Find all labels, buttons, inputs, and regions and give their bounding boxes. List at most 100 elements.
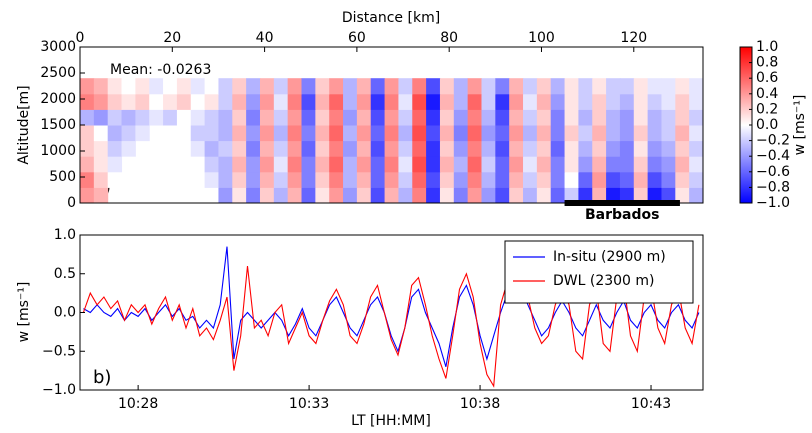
- heatmap-cell: [273, 187, 289, 204]
- heatmap-cell: [232, 187, 247, 204]
- heatmap-cell: [550, 156, 566, 173]
- heatmap-cell: [315, 93, 330, 110]
- heatmap-cell: [259, 171, 275, 188]
- heatmap-cell: [619, 171, 635, 188]
- x-axis-label: LT [HH:MM]: [351, 413, 431, 429]
- heatmap-cell: [481, 140, 496, 157]
- x-tick-label: 60: [348, 30, 366, 46]
- x-tick-label: 120: [620, 30, 647, 46]
- heatmap-cell: [398, 171, 413, 188]
- heatmap-cell: [439, 125, 455, 142]
- heatmap-cell: [536, 78, 552, 95]
- heatmap-cell: [190, 140, 206, 157]
- colorbar-tick-label: 1.0: [756, 39, 778, 55]
- heatmap-cell: [661, 93, 676, 110]
- heatmap-cell: [523, 93, 538, 110]
- heatmap-cell: [412, 93, 427, 110]
- heatmap-cell: [301, 140, 316, 157]
- heatmap-cell: [619, 78, 635, 95]
- heatmap-cell: [439, 140, 455, 157]
- heatmap-cell: [93, 171, 109, 188]
- heatmap-cell: [495, 171, 510, 188]
- heatmap-cell: [453, 171, 469, 188]
- heatmap-cell: [259, 156, 275, 173]
- heatmap-cell: [107, 140, 123, 157]
- heatmap-cell: [564, 156, 579, 173]
- heatmap-cell: [93, 78, 109, 95]
- heatmap-cell: [176, 78, 192, 95]
- heatmap-cell: [107, 93, 123, 110]
- heatmap-cell: [315, 78, 330, 95]
- heatmap-cell: [356, 171, 372, 188]
- heatmap-cell: [218, 156, 233, 173]
- legend-label: DWL (2300 m): [553, 273, 655, 289]
- heatmap-cell: [578, 140, 593, 157]
- heatmap-cell: [606, 140, 621, 157]
- heatmap-cell: [287, 93, 303, 110]
- heatmap-cell: [647, 109, 662, 126]
- heatmap-cell: [329, 187, 344, 204]
- heatmap-cell: [204, 78, 219, 95]
- heatmap-cell: [287, 171, 303, 188]
- heatmap-cell: [564, 109, 579, 126]
- heatmap-cell: [107, 171, 123, 188]
- heatmap-cell: [633, 156, 649, 173]
- heatmap-cell: [343, 93, 358, 110]
- heatmap-cell: [689, 156, 704, 173]
- heatmap-cell: [675, 125, 690, 142]
- heatmap-cell: [93, 93, 109, 110]
- heatmap-cell: [439, 109, 455, 126]
- heatmap-cell: [606, 93, 621, 110]
- heatmap-cell: [301, 171, 316, 188]
- heatmap-cell: [93, 125, 109, 142]
- heatmap-cell: [398, 187, 413, 204]
- heatmap-cell: [176, 109, 192, 126]
- heatmap-cell: [246, 78, 261, 95]
- x-tick-label: 10:33: [289, 396, 329, 412]
- heatmap-cell: [619, 93, 635, 110]
- y-tick-label: 0.5: [54, 266, 76, 282]
- heatmap-cell: [398, 140, 413, 157]
- heatmap-cell: [633, 93, 649, 110]
- heatmap-cell: [564, 125, 579, 142]
- heatmap-cell: [606, 78, 621, 95]
- heatmap-cell: [412, 171, 427, 188]
- heatmap-cell: [315, 171, 330, 188]
- heatmap-cell: [93, 109, 109, 126]
- heatmap-cell: [301, 156, 316, 173]
- heatmap-cell: [204, 156, 219, 173]
- heatmap-cell: [453, 156, 469, 173]
- heatmap-cell: [536, 109, 552, 126]
- heatmap-cell: [259, 140, 275, 157]
- heatmap-cell: [80, 93, 95, 110]
- heatmap-cell: [453, 187, 469, 204]
- heatmap-cell: [398, 109, 413, 126]
- heatmap-cell: [633, 171, 649, 188]
- x-tick-label: 20: [163, 30, 181, 46]
- heatmap-cell: [287, 156, 303, 173]
- heatmap-cell: [315, 156, 330, 173]
- heatmap-cell: [301, 187, 316, 204]
- heatmap-cell: [232, 171, 247, 188]
- panel-label: b): [93, 367, 111, 388]
- heatmap-cell: [675, 109, 690, 126]
- heatmap-cell: [661, 156, 676, 173]
- legend-box: [504, 240, 694, 304]
- heatmap-cell: [675, 156, 690, 173]
- colorbar-tick-label: 0.4: [756, 86, 778, 102]
- y-tick-label: 500: [49, 169, 76, 185]
- heatmap-cell: [301, 109, 316, 126]
- heatmap-cell: [287, 109, 303, 126]
- heatmap-cell: [121, 140, 136, 157]
- heatmap-cell: [523, 171, 538, 188]
- heatmap-cell: [80, 156, 95, 173]
- heatmap-cell: [689, 78, 704, 95]
- y-tick-label: −0.5: [42, 343, 76, 359]
- heatmap-cell: [675, 140, 690, 157]
- heatmap-cell: [661, 140, 676, 157]
- heatmap-cell: [398, 125, 413, 142]
- heatmap-cell: [287, 187, 303, 204]
- heatmap-cell: [633, 78, 649, 95]
- heatmap-cell: [481, 93, 496, 110]
- heatmap-cell: [661, 109, 676, 126]
